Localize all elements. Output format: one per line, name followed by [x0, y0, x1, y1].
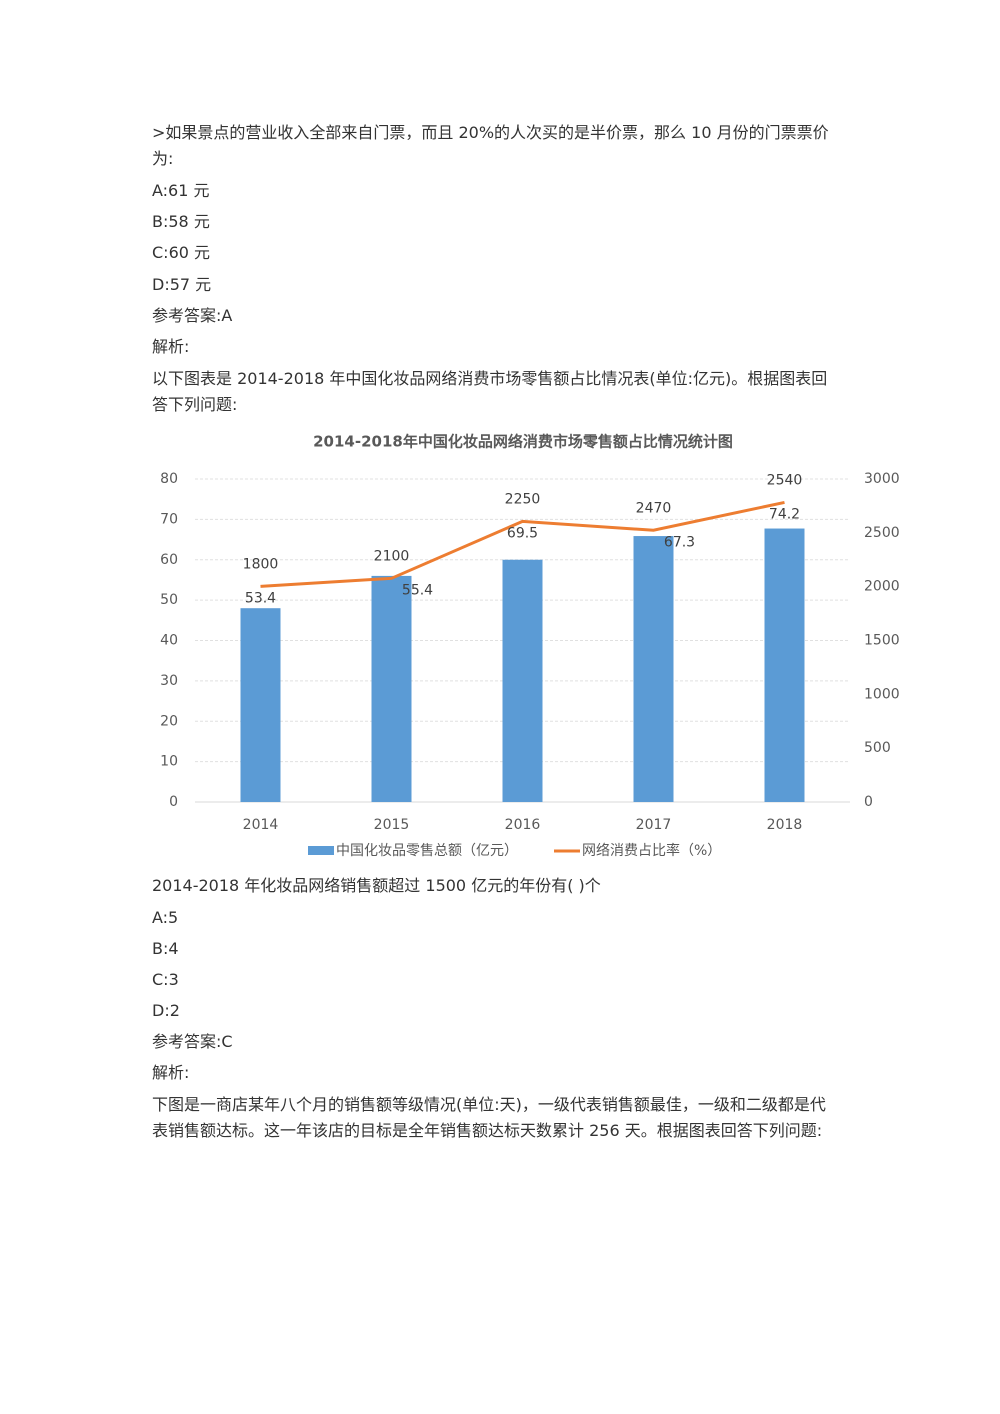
option: B:4: [152, 939, 179, 958]
data-label: 2250: [505, 491, 541, 507]
y2-tick-label: 1000: [864, 686, 900, 702]
option: A:5: [152, 908, 179, 927]
y-tick-label: 0: [169, 794, 178, 810]
x-tick-label: 2015: [374, 817, 410, 833]
data-label: 2100: [374, 548, 410, 564]
chart-title: 2014-2018年中国化妆品网络消费市场零售额占比情况统计图: [313, 433, 733, 451]
y-tick-label: 10: [160, 754, 178, 770]
option: D:2: [152, 1001, 180, 1020]
data-label: 1800: [243, 556, 279, 572]
data-label: 55.4: [402, 582, 433, 598]
legend-swatch: [308, 846, 334, 855]
legend-label: 网络消费占比率（%）: [582, 842, 721, 859]
analysis: 解析:: [152, 1063, 190, 1082]
y-tick-label: 30: [160, 673, 178, 689]
y-tick-label: 70: [160, 511, 178, 527]
x-tick-label: 2017: [636, 817, 672, 833]
analysis: 解析:: [152, 337, 190, 356]
y2-tick-label: 0: [864, 794, 873, 810]
bar: [764, 528, 805, 802]
data-label: 2470: [636, 500, 672, 516]
answer: 参考答案:A: [152, 306, 233, 325]
option: C:3: [152, 970, 179, 989]
bar: [633, 536, 674, 802]
bar: [240, 608, 281, 802]
x-tick-label: 2018: [767, 817, 803, 833]
x-tick-label: 2014: [243, 817, 279, 833]
y-tick-label: 50: [160, 592, 178, 608]
bar: [371, 575, 412, 802]
intro: 以下图表是 2014-2018 年中国化妆品网络消费市场零售额占比情况表(单位:…: [152, 369, 828, 414]
y2-tick-label: 1500: [864, 633, 900, 649]
chart: 2014-2018年中国化妆品网络消费市场零售额占比情况统计图 0 10 20 30 4…: [160, 433, 900, 860]
y2-tick-label: 2000: [864, 579, 900, 595]
answer: 参考答案:C: [152, 1032, 233, 1051]
option: A:61 元: [152, 181, 210, 200]
data-label: 74.2: [769, 506, 800, 522]
data-label: 53.4: [245, 590, 276, 606]
option: B:58 元: [152, 212, 210, 231]
intro: 下图是一商店某年八个月的销售额等级情况(单位:天)，一级代表销售额最佳，一级和二…: [152, 1095, 826, 1140]
y2-tick-label: 500: [864, 740, 891, 756]
y-tick-label: 40: [160, 633, 178, 649]
y2-tick-label: 2500: [864, 525, 900, 541]
data-label: 69.5: [507, 525, 538, 541]
y2-tick-label: 3000: [864, 471, 900, 487]
question-stem: >如果景点的营业收入全部来自门票，而且 20%的人次买的是半价票，那么 10 月…: [152, 123, 829, 168]
legend-label: 中国化妆品零售总额（亿元）: [336, 843, 518, 859]
data-label: 67.3: [664, 534, 695, 550]
option: D:57 元: [152, 275, 212, 294]
bar: [502, 559, 543, 802]
y-tick-label: 20: [160, 713, 178, 729]
question-stem: 2014-2018 年化妆品网络销售额超过 1500 亿元的年份有( )个: [152, 876, 601, 895]
line: [260, 500, 785, 588]
x-tick-label: 2016: [505, 817, 541, 833]
y-tick-label: 60: [160, 552, 178, 568]
data-label: 2540: [767, 472, 803, 488]
y-tick-label: 80: [160, 471, 178, 487]
option: C:60 元: [152, 243, 211, 262]
